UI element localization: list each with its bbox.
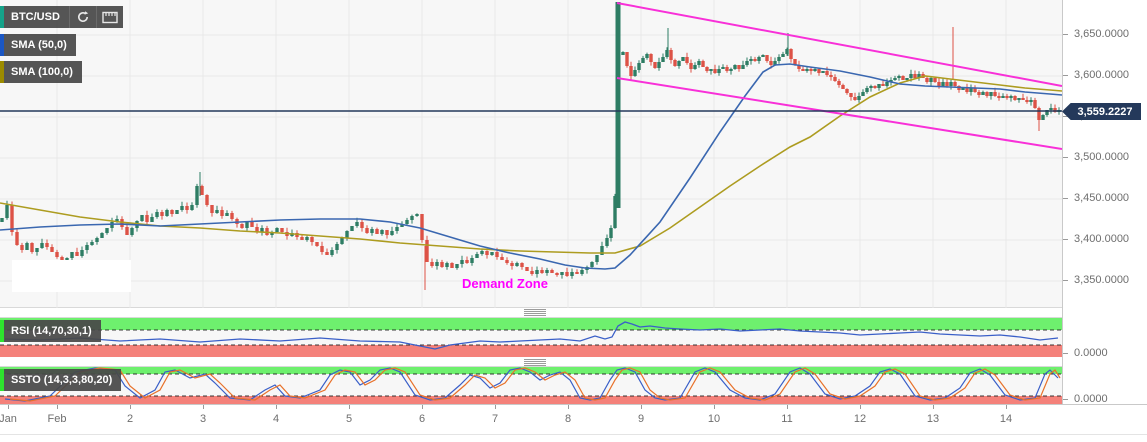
rsi-chip[interactable]: RSI (14,70,30,1) — [0, 320, 101, 342]
ssto-zero-label: 0.0000 — [1063, 393, 1147, 405]
rsi-color-bar — [0, 320, 4, 342]
rsi-panel[interactable]: RSI (14,70,30,1) — [0, 317, 1062, 357]
price-tick-label: 3,400.0000 — [1063, 233, 1147, 245]
time-tick-label: 3 — [199, 413, 207, 425]
time-tick-label: 4 — [272, 413, 280, 425]
symbol-color-bar — [0, 6, 4, 28]
current-price-badge: 3,559.2227 — [1062, 103, 1141, 120]
price-tick-label: 3,450.0000 — [1063, 192, 1147, 204]
rsi-label: RSI (14,70,30,1) — [11, 325, 92, 337]
measure-button[interactable] — [95, 6, 123, 28]
rsi-zero-label: 0.0000 — [1063, 347, 1147, 359]
time-tick-label: Feb — [47, 413, 67, 425]
time-tick — [495, 405, 496, 409]
main-price-chart[interactable]: Demand Zone — [0, 0, 1062, 308]
sma50-color-bar — [0, 34, 4, 56]
time-tick-label: 12 — [853, 413, 867, 425]
axis-tick — [1063, 33, 1068, 35]
axis-tick — [1063, 197, 1068, 199]
ssto-panel[interactable]: SSTO (14,3,3,80,20) — [0, 366, 1062, 404]
rsi-splitter-grip[interactable] — [524, 309, 546, 316]
time-tick — [787, 405, 788, 409]
time-axis[interactable]: Jan Feb 2 3 4 5 6 7 8 9 10 11 12 13 14 — [0, 404, 1147, 442]
price-tick-label: 3,500.0000 — [1063, 151, 1147, 163]
price-tick-label: 3,600.0000 — [1063, 69, 1147, 81]
symbol-label: BTC/USD — [11, 11, 60, 23]
time-tick-label: 9 — [637, 413, 645, 425]
ssto-svg — [0, 367, 1062, 404]
measure-icon — [102, 11, 118, 23]
time-tick — [641, 405, 642, 409]
time-tick — [203, 405, 204, 409]
price-axis[interactable]: 3,650.00003,600.00003,550.00003,500.0000… — [1062, 0, 1147, 405]
axis-baseline — [0, 434, 1147, 435]
time-tick-label: Jan — [0, 413, 17, 425]
axis-tick — [1063, 74, 1068, 76]
axis-tick — [1063, 156, 1068, 158]
ssto-label: SSTO (14,3,3,80,20) — [11, 374, 113, 386]
time-tick — [1006, 405, 1007, 409]
time-tick-label: 5 — [345, 413, 353, 425]
time-tick — [422, 405, 423, 409]
ssto-color-bar — [0, 369, 4, 391]
time-tick-label: 7 — [491, 413, 499, 425]
sma50-chip[interactable]: SMA (50,0) — [0, 34, 76, 56]
sma100-label: SMA (100,0) — [11, 66, 73, 78]
sma100-color-bar — [0, 61, 4, 83]
time-tick-label: 2 — [126, 413, 134, 425]
time-tick-label: 8 — [564, 413, 572, 425]
time-tick-label: 14 — [999, 413, 1013, 425]
main-chart-svg — [0, 0, 1062, 308]
time-tick — [349, 405, 350, 409]
time-tick — [130, 405, 131, 409]
sma100-chip[interactable]: SMA (100,0) — [0, 61, 82, 83]
time-tick — [933, 405, 934, 409]
time-tick — [57, 405, 58, 409]
demand-zone-annotation: Demand Zone — [462, 276, 548, 291]
time-tick-label: 11 — [781, 413, 793, 425]
rsi-svg — [0, 318, 1062, 357]
axis-tick — [1063, 238, 1068, 240]
time-tick — [860, 405, 861, 409]
time-tick — [714, 405, 715, 409]
time-tick-label: 13 — [926, 413, 940, 425]
sma50-label: SMA (50,0) — [11, 39, 67, 51]
price-tick-label: 3,650.0000 — [1063, 28, 1147, 40]
time-tick-label: 10 — [707, 413, 721, 425]
axis-tick — [1063, 398, 1068, 400]
chart-toolbar: BTC/USD — [0, 6, 123, 28]
time-tick — [8, 405, 9, 409]
ssto-splitter-grip[interactable] — [524, 359, 546, 366]
axis-tick — [1063, 279, 1068, 281]
symbol-chip[interactable]: BTC/USD — [0, 6, 123, 28]
refresh-button[interactable] — [68, 6, 96, 28]
blank-watermark-box — [12, 260, 131, 292]
time-tick — [568, 405, 569, 409]
price-tick-label: 3,350.0000 — [1063, 274, 1147, 286]
axis-tick — [1063, 115, 1068, 117]
time-tick-label: 6 — [418, 413, 426, 425]
refresh-icon — [77, 11, 89, 23]
axis-tick — [1063, 352, 1068, 354]
ssto-chip[interactable]: SSTO (14,3,3,80,20) — [0, 369, 122, 391]
time-tick — [276, 405, 277, 409]
